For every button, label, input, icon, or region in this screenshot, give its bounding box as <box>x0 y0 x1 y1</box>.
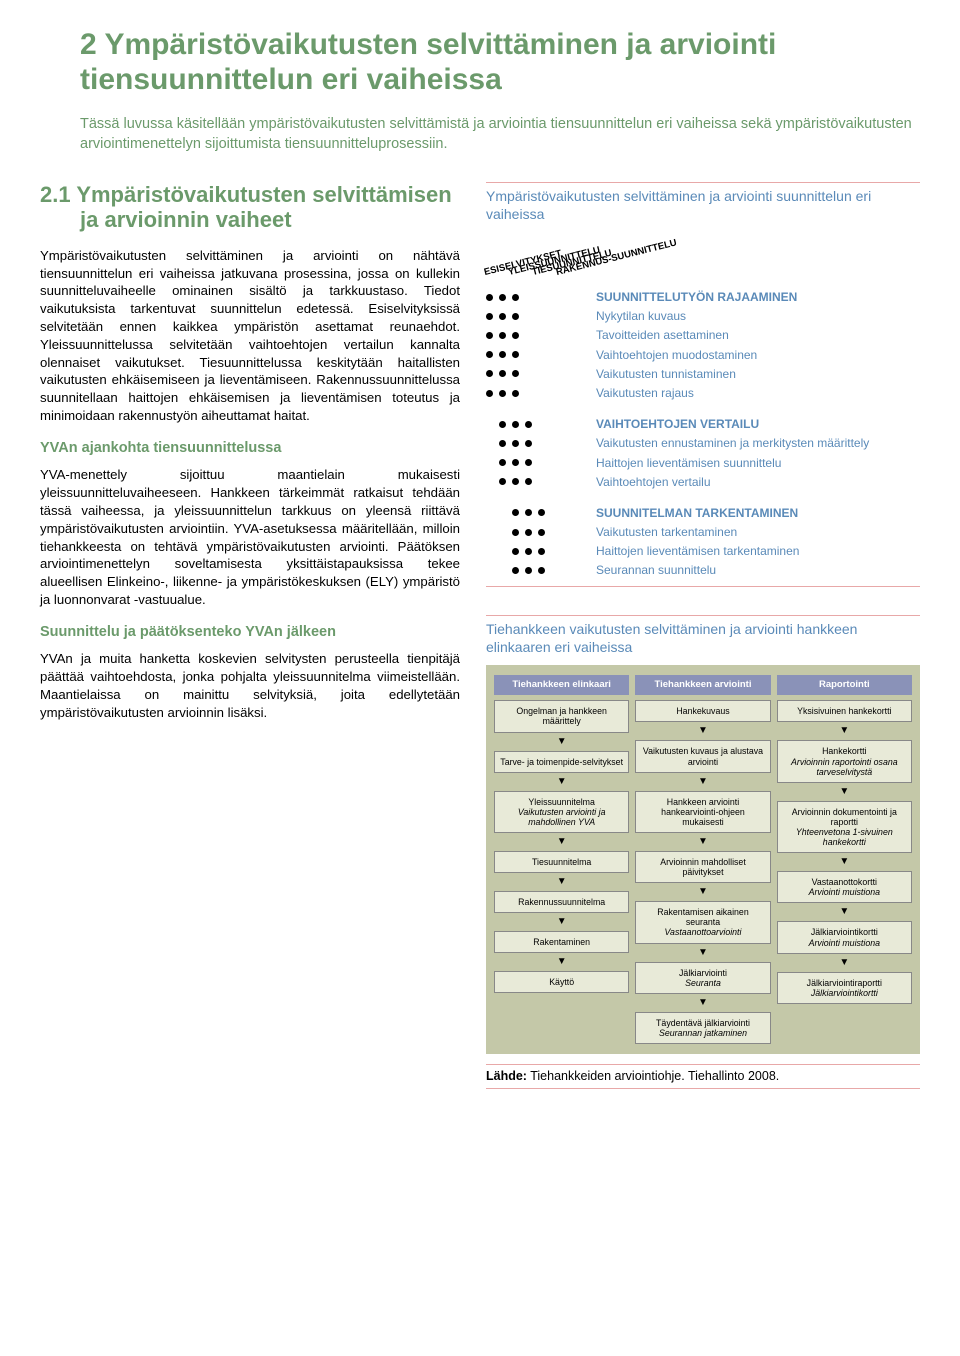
arrow-down-icon: ▼ <box>635 888 770 896</box>
matrix-group-header: SUUNNITTELUTYÖN RAJAAMINEN <box>486 288 920 307</box>
matrix-row: Vaihtoehtojen muodostaminen <box>486 345 920 364</box>
matrix-row-label: Haittojen lieventämisen tarkentaminen <box>596 543 920 559</box>
matrix-group-header: VAIHTOEHTOJEN VERTAILU <box>486 415 920 434</box>
lifecycle-diagram: Tiehankkeen elinkaari Ongelman ja hankkee… <box>486 665 920 1054</box>
arrow-down-icon: ▼ <box>494 918 629 926</box>
section-heading: 2.1 Ympäristövaikutusten selvittämisen j… <box>40 182 460 233</box>
chapter-title: Ympäristövaikutusten selvittäminen ja ar… <box>80 28 776 96</box>
arrow-down-icon: ▼ <box>777 908 912 916</box>
lifecycle-cell: Hankekuvaus <box>635 700 770 722</box>
section-p2: YVA-menettely sijoittuu maantielain muka… <box>40 466 460 609</box>
arrow-down-icon: ▼ <box>777 727 912 735</box>
section-number: 2.1 <box>40 182 71 207</box>
lifecycle-column-header: Tiehankkeen arviointi <box>635 675 770 696</box>
arrow-down-icon: ▼ <box>494 778 629 786</box>
left-column: 2.1 Ympäristövaikutusten selvittämisen j… <box>40 182 460 1089</box>
arrow-down-icon: ▼ <box>777 788 912 796</box>
chapter-heading: 2 Ympäristövaikutusten selvittäminen ja … <box>40 28 920 97</box>
section-title: Ympäristövaikutusten selvittämisen ja ar… <box>76 182 451 232</box>
matrix-row-label: Seurannan suunnittelu <box>596 562 920 578</box>
matrix-row: Haittojen lieventämisen suunnittelu <box>486 453 920 472</box>
matrix-row-label: Vaikutusten rajaus <box>596 385 920 401</box>
two-column-layout: 2.1 Ympäristövaikutusten selvittämisen j… <box>40 182 920 1089</box>
lifecycle-cell: Rakennussuunnitelma <box>494 891 629 913</box>
matrix-row: Haittojen lieventämisen tarkentaminen <box>486 542 920 561</box>
lifecycle-cell: Arvioinnin dokumentointi ja raporttiYhte… <box>777 801 912 853</box>
chapter-intro: Tässä luvussa käsitellään ympäristövaiku… <box>40 115 920 154</box>
matrix-header-label: SUUNNITELMAN TARKENTAMINEN <box>596 505 920 521</box>
lifecycle-cell: JälkiarviointikorttiArviointi muistiona <box>777 921 912 953</box>
matrix-row: Seurannan suunnittelu <box>486 561 920 580</box>
matrix-header-label: SUUNNITTELUTYÖN RAJAAMINEN <box>596 289 920 305</box>
matrix-box-title: Ympäristövaikutusten selvittäminen ja ar… <box>486 182 920 223</box>
subheading-2: Suunnittelu ja päätöksenteko YVAn jälkee… <box>40 623 460 643</box>
arrow-down-icon: ▼ <box>777 959 912 967</box>
lifecycle-cell: Yksisivuinen hankekortti <box>777 700 912 722</box>
lifecycle-cell: HankekorttiArvioinnin raportointi osana … <box>777 740 912 782</box>
chapter-number: 2 <box>80 28 97 61</box>
matrix-stage-labels: ESISELVITYKSET YLEISSUUNNITTELU TIESUUNN… <box>486 234 920 282</box>
lifecycle-cell: Rakentaminen <box>494 931 629 953</box>
matrix-table: SUUNNITTELUTYÖN RAJAAMINEN Nykytilan kuva… <box>486 288 920 588</box>
lifecycle-box: Tiehankkeen vaikutusten selvittäminen ja… <box>486 615 920 1089</box>
lifecycle-cell: Käyttö <box>494 971 629 993</box>
matrix-row-label: Vaikutusten tunnistaminen <box>596 366 920 382</box>
section-p1: Ympäristövaikutusten selvittäminen ja ar… <box>40 247 460 425</box>
matrix-row: Vaikutusten ennustaminen ja merkitysten … <box>486 434 920 453</box>
lifecycle-column-header: Tiehankkeen elinkaari <box>494 675 629 696</box>
matrix-row-label: Tavoitteiden asettaminen <box>596 327 920 343</box>
matrix-row: Tavoitteiden asettaminen <box>486 326 920 345</box>
matrix-row: Vaikutusten tarkentaminen <box>486 523 920 542</box>
lifecycle-column: Raportointi Yksisivuinen hankekortti ▼ Hank… <box>777 675 912 1044</box>
lifecycle-cell: JälkiarviointiraporttiJälkiarviointikort… <box>777 972 912 1004</box>
lifecycle-cell: Arvioinnin mahdolliset päivitykset <box>635 851 770 883</box>
source-label: Lähde: <box>486 1069 527 1083</box>
arrow-down-icon: ▼ <box>635 838 770 846</box>
arrow-down-icon: ▼ <box>635 727 770 735</box>
matrix-group-header: SUUNNITELMAN TARKENTAMINEN <box>486 503 920 522</box>
lifecycle-cell: Tarve- ja toimenpide-selvitykset <box>494 751 629 773</box>
lifecycle-cell: Vaikutusten kuvaus ja alustava arviointi <box>635 740 770 772</box>
arrow-down-icon: ▼ <box>635 949 770 957</box>
arrow-down-icon: ▼ <box>494 738 629 746</box>
lifecycle-cell: YleissuunnitelmaVaikutusten arviointi ja… <box>494 791 629 833</box>
matrix-row-label: Haittojen lieventämisen suunnittelu <box>596 455 920 471</box>
lifecycle-cell: Täydentävä jälkiarviointiSeurannan jatka… <box>635 1012 770 1044</box>
arrow-down-icon: ▼ <box>494 958 629 966</box>
lifecycle-cell: Rakentamisen aikainen seurantaVastaanott… <box>635 901 770 943</box>
source-citation: Lähde: Tiehankkeiden arviointiohje. Tieh… <box>486 1064 920 1089</box>
arrow-down-icon: ▼ <box>777 858 912 866</box>
section-p3: YVAn ja muita hanketta koskevien selvity… <box>40 650 460 721</box>
matrix-row-label: Vaihtoehtojen vertailu <box>596 474 920 490</box>
matrix-row-label: Vaikutusten ennustaminen ja merkitysten … <box>596 435 920 451</box>
arrow-down-icon: ▼ <box>494 878 629 886</box>
arrow-down-icon: ▼ <box>494 838 629 846</box>
matrix-row-label: Vaikutusten tarkentaminen <box>596 524 920 540</box>
lifecycle-column: Tiehankkeen arviointi Hankekuvaus ▼ Vaikutu… <box>635 675 770 1044</box>
matrix-row-label: Nykytilan kuvaus <box>596 308 920 324</box>
lifecycle-column-header: Raportointi <box>777 675 912 696</box>
arrow-down-icon: ▼ <box>635 778 770 786</box>
matrix-row: Vaikutusten tunnistaminen <box>486 364 920 383</box>
matrix-row: Vaikutusten rajaus <box>486 383 920 402</box>
matrix-row: Vaihtoehtojen vertailu <box>486 472 920 491</box>
matrix-row-label: Vaihtoehtojen muodostaminen <box>596 347 920 363</box>
matrix-row: Nykytilan kuvaus <box>486 307 920 326</box>
lifecycle-cell: Tiesuunnitelma <box>494 851 629 873</box>
subheading-1: YVAn ajankohta tiensuunnittelussa <box>40 439 460 459</box>
matrix-header-label: VAIHTOEHTOJEN VERTAILU <box>596 416 920 432</box>
lifecycle-cell: VastaanottokorttiArviointi muistiona <box>777 871 912 903</box>
lifecycle-cell: Hankkeen arviointi hankearviointi-ohjeen… <box>635 791 770 833</box>
lifecycle-title: Tiehankkeen vaikutusten selvittäminen ja… <box>486 615 920 656</box>
lifecycle-cell: JälkiarviointiSeuranta <box>635 962 770 994</box>
right-column: Ympäristövaikutusten selvittäminen ja ar… <box>486 182 920 1089</box>
lifecycle-column: Tiehankkeen elinkaari Ongelman ja hankkee… <box>494 675 629 1044</box>
source-text: Tiehankkeiden arviointiohje. Tiehallinto… <box>530 1069 779 1083</box>
lifecycle-cell: Ongelman ja hankkeen määrittely <box>494 700 629 732</box>
arrow-down-icon: ▼ <box>635 999 770 1007</box>
